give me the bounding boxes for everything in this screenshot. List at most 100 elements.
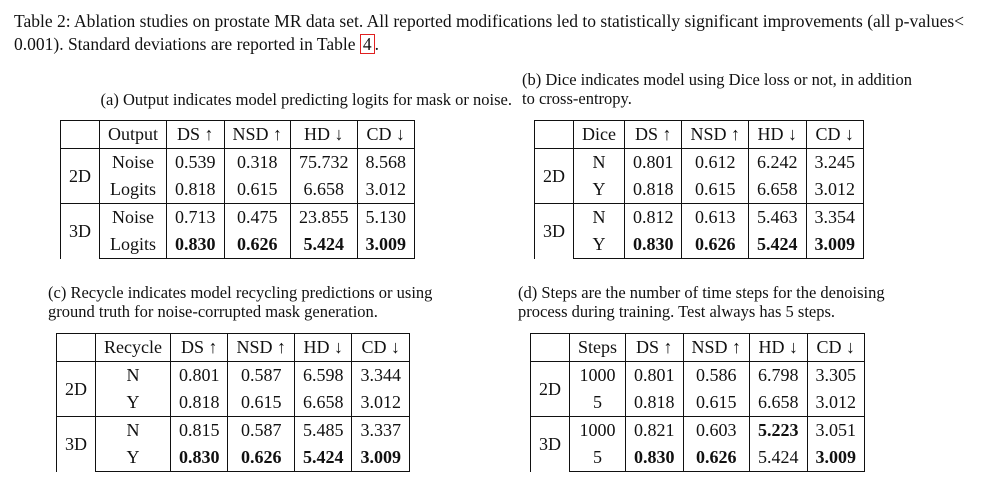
table-cell: 5.463 [748,203,807,231]
subtable-caption: (d) Steps are the number of time steps f… [518,283,885,321]
table-cell: 0.830 [624,231,683,259]
row-label: Y [573,176,625,204]
row-label: N [573,203,625,231]
subtable-caption: (c) Recycle indicates model recycling pr… [48,283,433,321]
table-cell: 0.801 [170,361,229,389]
row-label: 1000 [569,416,627,444]
table-row: 3D 1000 0.821 0.603 5.223 3.051 [530,416,866,472]
column-header: DS ↑ [166,120,225,149]
ablation-table: Dice DS ↑ NSD ↑ HD ↓ CD ↓ 2D N 0.801 0.612 6.242 3… [534,120,864,259]
table-reference-link[interactable]: 4 [359,34,375,54]
table-cell: 3.009 [357,231,416,259]
table-row: 2D N 0.801 0.612 6.242 3.245 [534,148,864,204]
table-cell: 3.337 [351,416,410,444]
table-cell: 0.801 [625,361,684,389]
group-label: 2D [56,361,96,417]
group-label: 3D [530,416,570,472]
table-cell: 3.245 [806,148,864,176]
best-value: 0.626 [694,234,736,254]
corner-cell [60,120,100,149]
best-value: 3.009 [360,447,401,467]
table-row: Y 0.818 0.615 6.658 3.012 [57,389,410,417]
table-cell: 3.012 [357,176,416,204]
table-cell: 0.713 [166,203,225,231]
best-value: 0.830 [632,234,674,254]
column-header: NSD ↑ [224,120,292,149]
best-value: 3.009 [365,234,407,254]
column-header: HD ↓ [748,120,807,149]
table-row: 3D N 0.815 0.587 5.485 3.337 [56,416,410,472]
column-header: DS ↑ [625,333,684,362]
table-cell: 0.587 [227,416,295,444]
table-cell: 0.626 [683,444,751,472]
table-cell: 6.598 [294,361,353,389]
table-cell: 0.615 [227,389,295,417]
table-cell: 0.818 [170,389,229,417]
table-cell: 3.012 [807,389,866,417]
row-label: Y [95,389,171,417]
best-value: 3.009 [815,447,857,467]
header-row: Steps DS ↑ NSD ↑ HD ↓ CD ↓ [530,333,866,362]
row-label: Logits [99,231,168,259]
table-cell: 0.615 [683,389,751,417]
table-cell: 0.613 [681,203,749,231]
best-value: 0.626 [237,234,278,254]
row-label: Logits [99,176,168,204]
column-header: NSD ↑ [227,333,295,362]
table-cell: 0.539 [166,148,225,176]
row-label: Noise [99,203,168,231]
table-row: 2D 1000 0.801 0.586 6.798 3.305 [530,361,866,417]
table-cell: 0.615 [224,176,292,204]
group-label: 3D [60,203,100,259]
table-cell: 5.223 [749,416,808,444]
table-cell: 3.012 [806,176,864,204]
table-cell: 3.012 [351,389,410,417]
table-cell: 0.830 [170,444,229,472]
table-cell: 0.626 [227,444,295,472]
table-row: Y 0.830 0.626 5.424 3.009 [535,231,864,259]
group-label: 3D [534,203,574,259]
table-cell: 0.801 [624,148,683,176]
column-header: NSD ↑ [683,333,751,362]
best-value: 5.424 [757,234,798,254]
best-value: 5.424 [303,234,345,254]
column-header: CD ↓ [807,333,866,362]
corner-cell [56,333,96,362]
column-header: HD ↓ [749,333,808,362]
table-cell: 0.615 [681,176,749,204]
header-row: Dice DS ↑ NSD ↑ HD ↓ CD ↓ [534,120,864,149]
group-label: 2D [530,361,570,417]
corner-cell [534,120,574,149]
group-label: 3D [56,416,96,472]
row-label: Noise [99,148,168,176]
column-header: NSD ↑ [681,120,749,149]
best-value: 5.424 [302,447,344,467]
table-cell: 3.009 [807,444,866,472]
group-label: 2D [534,148,574,204]
subtable-caption: (b) Dice indicates model using Dice loss… [522,70,912,108]
table-row: Y 0.818 0.615 6.658 3.012 [535,176,864,204]
best-value: 0.830 [634,447,675,467]
caption-end: . [374,34,380,54]
table-cell: 0.812 [624,203,683,231]
table-row: 3D Noise 0.713 0.475 23.855 5.130 [60,203,416,259]
row-label: Y [573,231,625,259]
table-cell: 5.424 [749,444,808,472]
table-cell: 5.424 [290,231,358,259]
table-row: 2D Noise 0.539 0.318 75.732 8.568 [60,148,416,204]
table-cell: 3.051 [807,416,866,444]
group-label: 2D [60,148,100,204]
table-cell: 3.354 [806,203,864,231]
table-cell: 6.658 [748,176,807,204]
column-header: DS ↑ [624,120,683,149]
best-value: 0.830 [178,447,220,467]
best-value: 0.830 [175,234,216,254]
ablation-table: Output DS ↑ NSD ↑ HD ↓ CD ↓ 2D Noise 0.539 0.318… [60,120,416,259]
table-row: 5 0.830 0.626 5.424 3.009 [531,444,866,472]
column-header: HD ↓ [294,333,353,362]
column-header: HD ↓ [290,120,358,149]
table-row: Logits 0.818 0.615 6.658 3.012 [61,176,416,204]
table-cell: 6.798 [749,361,808,389]
best-value: 5.223 [758,420,799,440]
row-label: Y [95,444,171,472]
